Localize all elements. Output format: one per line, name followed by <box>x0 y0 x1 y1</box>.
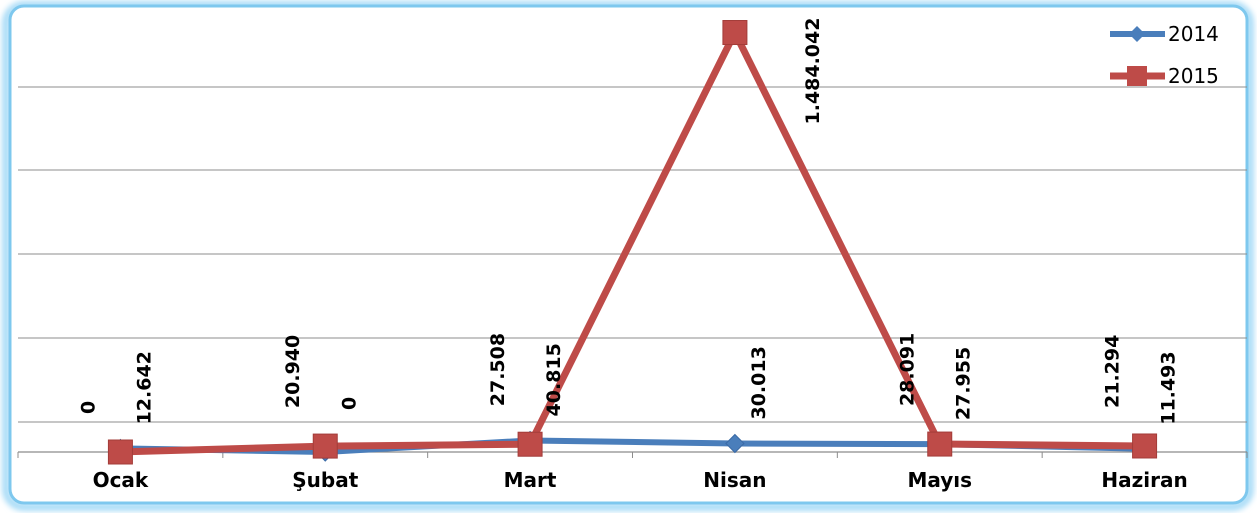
data-label-2014: 12.642 <box>133 351 155 424</box>
series-markers <box>107 20 1158 465</box>
data-label-2015: 20.940 <box>282 335 304 408</box>
marker-2015 <box>517 431 543 457</box>
series-line-2015 <box>116 29 1149 456</box>
gridlines <box>18 86 1247 423</box>
legend-marker-2015 <box>1127 66 1147 86</box>
legend-label: 2015 <box>1168 64 1219 88</box>
data-label-2014: 40.815 <box>543 343 565 416</box>
legend-label: 2014 <box>1168 22 1219 46</box>
series-lines <box>116 29 1149 456</box>
x-tick-label: Ocak <box>93 468 149 492</box>
x-tick-label: Nisan <box>703 468 766 492</box>
marker-2015 <box>312 433 338 459</box>
x-tick-label: Şubat <box>292 468 358 492</box>
data-labels: 12.642 0 40.815 30.013 27.955 11.493 0 20.940 27… <box>77 18 1179 425</box>
data-label-2015: 0 <box>77 401 99 414</box>
x-tick-label: Mayıs <box>907 468 972 492</box>
marker-2015 <box>1132 433 1158 459</box>
data-label-2014: 30.013 <box>748 346 770 419</box>
data-label-2015: 1.484.042 <box>802 18 824 125</box>
data-label-2015: 27.508 <box>487 333 509 406</box>
marker-2015 <box>722 20 748 46</box>
data-label-2014: 11.493 <box>1158 351 1180 424</box>
marker-2015 <box>107 439 133 465</box>
legend-marker-2014 <box>1129 26 1145 42</box>
data-label-2015: 28.091 <box>897 333 919 406</box>
data-label-2014: 27.955 <box>953 347 975 420</box>
data-label-2014: 0 <box>338 397 360 410</box>
legend: 2014 2015 <box>1110 22 1219 88</box>
x-tick-label: Haziran <box>1101 468 1187 492</box>
marker-2014 <box>725 433 745 454</box>
x-tick-labels: Ocak Şubat Mart Nisan Mayıs Haziran <box>93 468 1188 492</box>
marker-2015 <box>927 431 953 457</box>
x-tick-label: Mart <box>504 468 557 492</box>
data-label-2015: 21.294 <box>1102 335 1124 408</box>
